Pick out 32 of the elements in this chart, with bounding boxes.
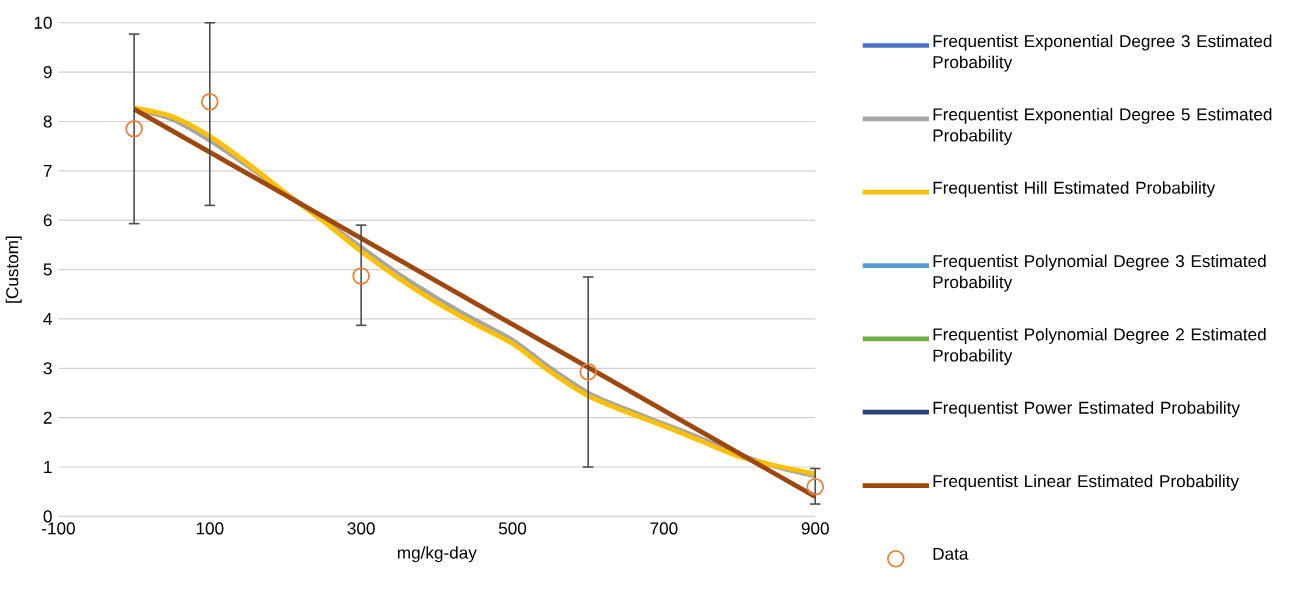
y-tick-label: 0 (43, 510, 52, 523)
point (579, 362, 597, 381)
point (352, 267, 370, 285)
point (125, 119, 143, 138)
y-tick-label: 6 (43, 213, 52, 227)
x-axis-title: mg/kg-day (397, 545, 477, 562)
legend-label: Frequentist Power Estimated Probability (933, 401, 1240, 418)
x-tick-label: 100 (196, 522, 224, 535)
y-tick-label: 2 (43, 411, 52, 424)
legend-label: Frequentist Exponential Degree 5 Estimated Probability (933, 107, 1272, 145)
point (806, 477, 824, 496)
y-tick-label: 7 (43, 164, 52, 177)
y-tick-label: 10 (34, 16, 52, 29)
y-tick-label: 3 (43, 362, 52, 375)
y-tick-label: 4 (43, 312, 52, 325)
point (201, 92, 219, 111)
x-tick-label: 300 (347, 522, 375, 535)
legend-label: Frequentist Polynomial Degree 3 Estimated Probability (933, 254, 1266, 292)
x-tick-label: 700 (650, 522, 678, 535)
legend-label: Frequentist Linear Estimated Probability (933, 474, 1240, 491)
y-tick-label: 1 (44, 460, 52, 473)
legend-label: Frequentist Hill Estimated Probability (933, 181, 1216, 197)
y-tick-label: 5 (43, 263, 52, 276)
x-tick-label: 500 (498, 522, 527, 535)
legend-label: Frequentist Polynomial Degree 2 Estimated Probability (933, 327, 1266, 365)
x-tick-label: -100 (42, 522, 75, 535)
legend-label: Frequentist Exponential Degree 3 Estimated Probability (933, 34, 1272, 72)
x-tick-label: 900 (801, 522, 829, 535)
y-axis-title: [Custom] (5, 236, 22, 303)
y-tick-label: 9 (43, 65, 52, 78)
y-tick-label: 8 (43, 115, 52, 128)
legend-label: Data (933, 547, 969, 560)
